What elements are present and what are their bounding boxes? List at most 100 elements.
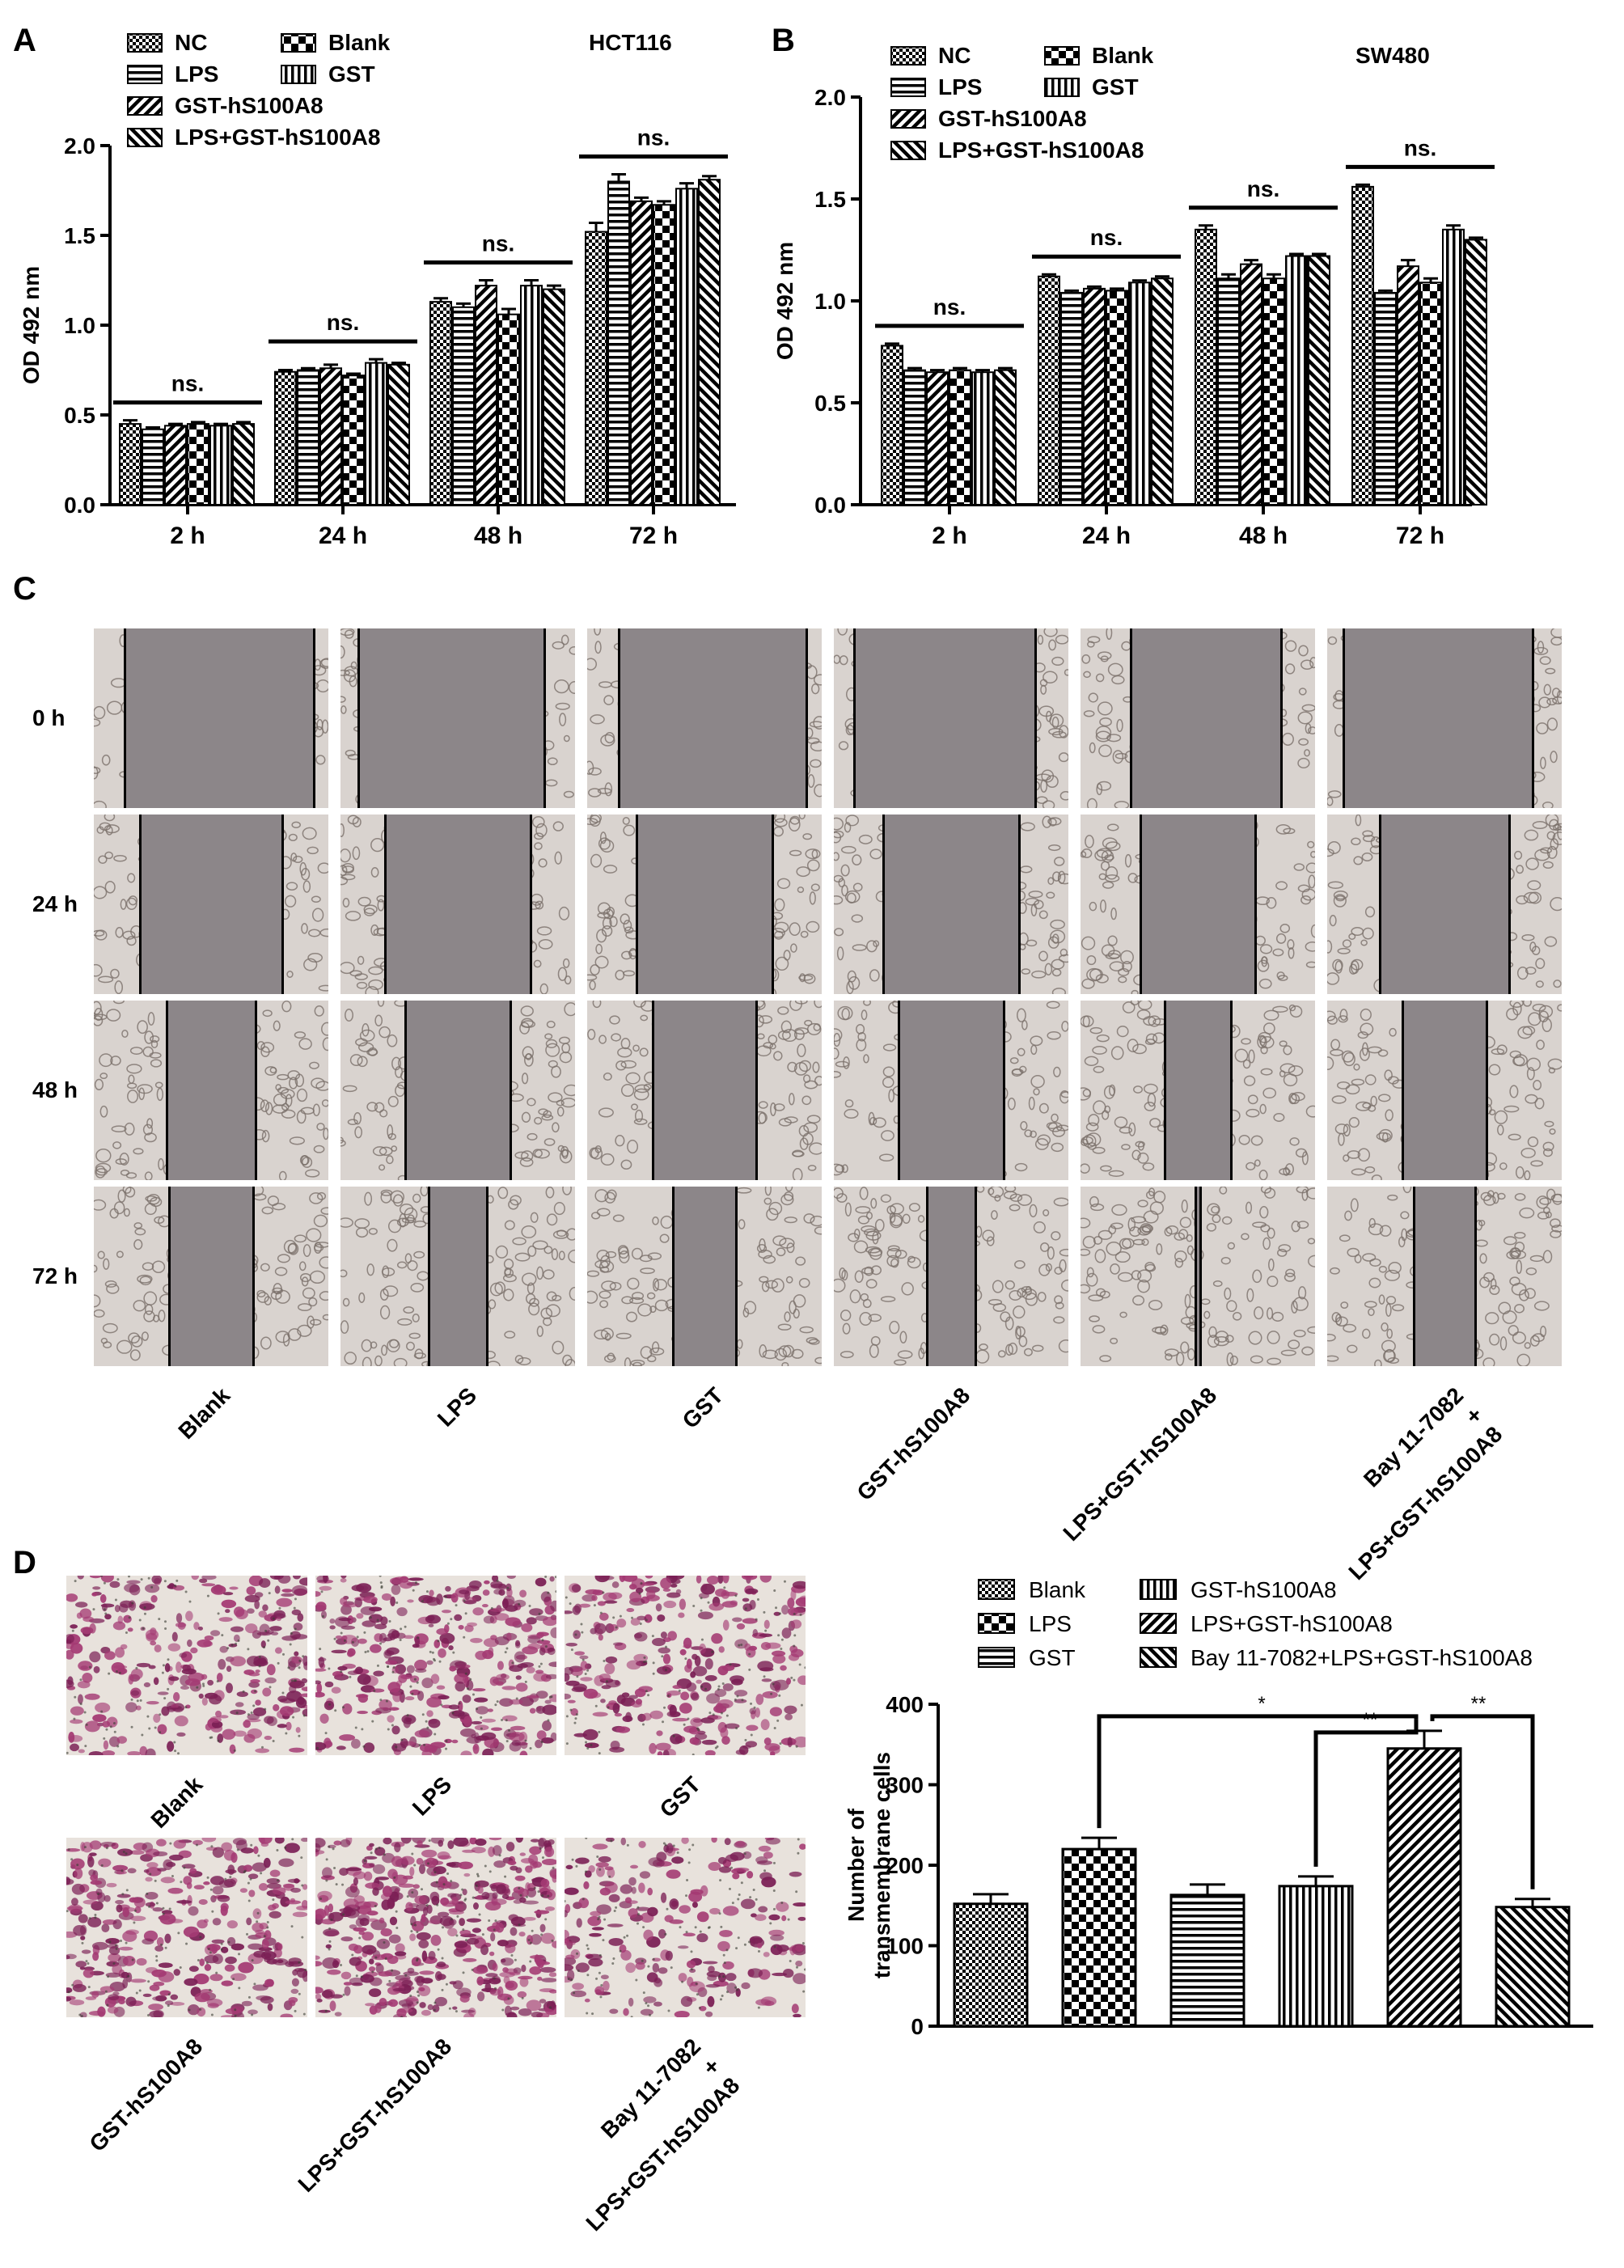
stained-cell (363, 1742, 374, 1753)
stained-cell (696, 1680, 702, 1684)
stained-cell (336, 1635, 343, 1639)
stained-cell (672, 1718, 688, 1722)
pore (708, 1712, 711, 1714)
stained-cell (124, 1584, 139, 1593)
pore (391, 1724, 394, 1726)
pore (142, 1627, 145, 1630)
stained-cell (235, 1609, 248, 1619)
stained-cell (102, 1720, 110, 1727)
stained-cell (291, 1657, 302, 1664)
pore (108, 1673, 110, 1675)
legend-swatch (128, 66, 162, 83)
stained-cell (660, 1578, 671, 1589)
stained-cell (474, 1697, 488, 1702)
stained-cell (642, 1713, 652, 1721)
stained-cell (646, 1589, 655, 1599)
pore (718, 1685, 721, 1687)
stained-cell (120, 1601, 133, 1608)
pore (541, 1741, 543, 1743)
scratch-image (1081, 1187, 1315, 1366)
stained-cell (519, 1589, 527, 1597)
pore (252, 1704, 255, 1707)
wound-edge-line (530, 815, 532, 994)
column-label-line: GST (678, 1382, 729, 1433)
pore (422, 1713, 425, 1716)
stained-cell (128, 1674, 133, 1685)
pore (344, 1640, 346, 1642)
wound-edge-line (1164, 1001, 1166, 1180)
stained-cell (656, 1730, 662, 1736)
pore (640, 1623, 642, 1625)
stained-cell (687, 1682, 697, 1691)
pore (320, 1590, 323, 1593)
stained-cell (521, 1741, 528, 1749)
stained-cell (666, 1593, 680, 1598)
scratch-gap (405, 1001, 511, 1180)
stained-cell (158, 1691, 169, 1695)
ns-label: ns. (482, 231, 514, 256)
stained-cell (325, 1682, 334, 1687)
stained-cell (509, 1665, 522, 1672)
bar (1443, 230, 1464, 505)
stained-cell (730, 1600, 738, 1605)
stained-cell (509, 1699, 522, 1705)
stained-cell (785, 1714, 793, 1720)
pore (432, 1652, 434, 1654)
pore (74, 1580, 77, 1582)
pore (185, 1590, 188, 1593)
pore (540, 1663, 543, 1665)
wound-edge-line (124, 628, 126, 808)
stained-cell (663, 1654, 670, 1665)
pore (174, 1750, 176, 1752)
stained-cell (154, 1644, 162, 1652)
column-label-line: LPS+GST-hS100A8 (1058, 1382, 1221, 1546)
bar (972, 372, 993, 505)
stained-cell (257, 1657, 266, 1664)
stained-cell (632, 1578, 645, 1589)
pore (221, 1634, 223, 1636)
stained-cell (400, 1674, 412, 1679)
pore (525, 1681, 527, 1683)
stained-cell (264, 1678, 276, 1684)
pore (400, 1627, 402, 1630)
stained-cell (356, 1583, 371, 1593)
legend-label: GST (1092, 74, 1139, 99)
wound-edge-line (636, 815, 638, 994)
stained-cell (742, 1745, 751, 1749)
pore (144, 1606, 146, 1609)
stained-cell (604, 1601, 618, 1604)
bar (927, 372, 948, 505)
pore (164, 1627, 167, 1630)
stained-cell (319, 1714, 328, 1724)
wound-edge-line (806, 628, 808, 808)
stained-cell (539, 1648, 546, 1656)
stained-cell (547, 1648, 555, 1652)
stained-cell (391, 1725, 400, 1734)
stained-cell (732, 1617, 742, 1622)
stained-cell (250, 1679, 260, 1683)
pore (173, 1741, 176, 1743)
stained-cell (445, 1586, 451, 1592)
wound-edge-line (428, 1187, 430, 1366)
stained-cell (382, 1593, 391, 1601)
stained-cell (275, 1585, 281, 1593)
pore (167, 1658, 169, 1661)
wound-edge-line (1486, 1001, 1488, 1180)
y-tick-label: 2.0 (64, 133, 95, 159)
stained-cell (482, 1604, 488, 1607)
pore (363, 1631, 366, 1634)
scratch-image (1081, 1001, 1315, 1180)
scratch-gap (636, 815, 772, 994)
pore (445, 1596, 447, 1598)
scratch-gap (429, 1187, 488, 1366)
pore (150, 1586, 153, 1589)
wound-edge-line (1254, 815, 1257, 994)
pore (585, 1741, 587, 1744)
pore (103, 1737, 105, 1740)
stained-cell (100, 1594, 107, 1603)
scratch-image (587, 1187, 822, 1366)
bar (1152, 278, 1173, 505)
stained-cell (431, 1673, 440, 1683)
bar (1218, 278, 1239, 505)
